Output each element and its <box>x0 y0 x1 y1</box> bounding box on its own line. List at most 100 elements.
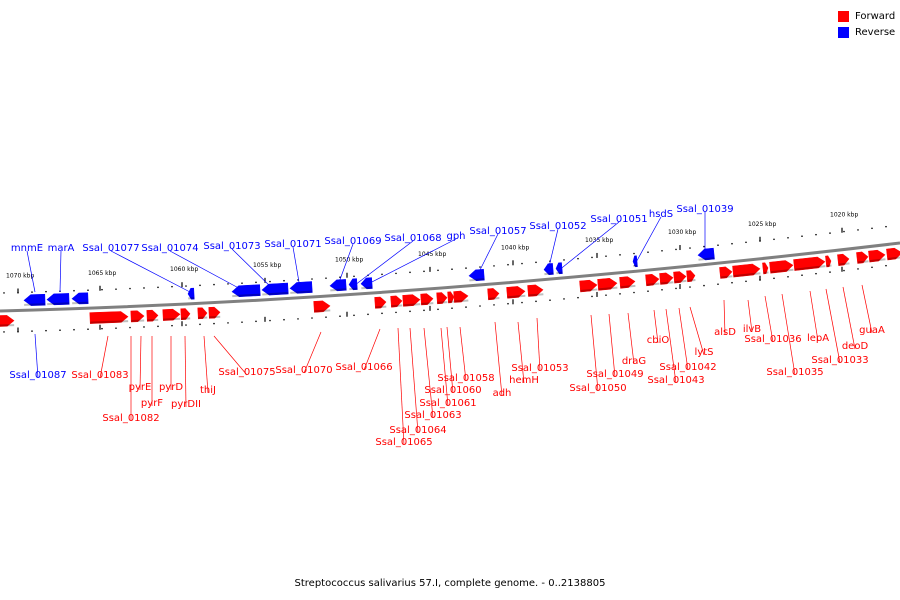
forward-gene-label: draG <box>622 356 646 367</box>
leader-line <box>365 238 457 286</box>
leader-line <box>517 321 525 384</box>
reverse-gene-label: hsdS <box>649 209 673 220</box>
gene-label-lines <box>26 212 873 446</box>
gene-labels: mnmE marA Ssal_01077 Ssal_01074 Ssal_01073 Ss… <box>9 204 885 448</box>
leader-line <box>303 331 322 374</box>
leader-line <box>59 250 62 293</box>
minor-dot-upper <box>409 271 411 274</box>
minor-dot-upper <box>563 259 565 261</box>
tick-label: 1060 kbp <box>170 266 198 273</box>
minor-dot-upper <box>787 236 789 239</box>
minor-dot-upper <box>171 285 173 288</box>
forward-gene-arrow <box>447 291 455 304</box>
minor-dot-lower <box>269 319 271 322</box>
forward-gene-arrow <box>769 260 794 274</box>
reverse-gene-label: Ssal_01073 <box>203 241 260 252</box>
forward-gene-arrow <box>313 300 331 313</box>
minor-dot-lower <box>773 277 775 280</box>
reverse-gene-label: Ssal_01087 <box>9 370 66 381</box>
leader-line <box>363 328 381 371</box>
tick-label: 1040 kbp <box>501 244 529 251</box>
forward-gene-label: thiJ <box>200 385 216 396</box>
minor-dot-lower <box>465 306 467 308</box>
leader-line <box>337 243 354 286</box>
leader-line <box>26 250 36 293</box>
forward-gene-arrow <box>732 263 761 278</box>
minor-dot-lower <box>605 294 607 296</box>
tick-label: 1030 kbp <box>668 229 696 236</box>
minor-dot-upper <box>3 292 5 294</box>
genome-backbone <box>0 241 900 313</box>
tick-label: 1055 kbp <box>253 262 281 269</box>
tick-label: 1035 kbp <box>585 237 613 244</box>
minor-dot-upper <box>269 280 271 283</box>
minor-dot-upper <box>661 249 663 252</box>
minor-dot-lower <box>73 328 75 331</box>
leader-line <box>213 335 248 376</box>
minor-dot-upper <box>773 238 775 241</box>
leader-line <box>723 299 726 336</box>
reverse-gene-arrow <box>555 262 563 275</box>
forward-gene-arrow <box>868 249 886 263</box>
leader-line <box>423 327 434 419</box>
leader-line <box>139 335 142 391</box>
forward-gene-arrow <box>619 276 636 289</box>
leader-line <box>203 335 209 394</box>
leader-line <box>292 246 301 289</box>
minor-dot-upper <box>143 287 145 289</box>
minor-dot-upper <box>493 265 495 267</box>
leader-line <box>494 321 503 397</box>
minor-dot-lower <box>563 298 565 300</box>
leader-line <box>536 317 541 372</box>
minor-dot-upper <box>73 289 75 292</box>
minor-dot-upper <box>199 284 201 287</box>
leader-line <box>653 309 659 344</box>
forward-gene-arrow <box>597 278 618 291</box>
forward-gene-label: pyrD <box>159 382 183 393</box>
leader-line <box>627 312 635 365</box>
reverse-gene-arrow <box>23 293 46 306</box>
legend-reverse-label: Reverse <box>855 26 896 38</box>
leader-line <box>764 295 774 343</box>
forward-gene-arrow <box>436 292 448 305</box>
minor-dot-upper <box>647 251 649 253</box>
minor-dot-upper <box>465 267 467 269</box>
minor-dot-lower <box>675 287 677 290</box>
minor-dot-lower <box>577 296 579 299</box>
minor-dot-upper <box>829 232 831 234</box>
leader-line <box>608 313 616 378</box>
forward-gene-label: Ssal_01058 <box>437 373 494 384</box>
minor-dot-lower <box>3 331 5 333</box>
minor-dot-upper <box>87 289 89 292</box>
minor-dot-upper <box>633 252 635 255</box>
legend-reverse: Reverse <box>838 24 895 40</box>
minor-dot-lower <box>647 290 649 292</box>
minor-dot-upper <box>325 277 327 279</box>
forward-gene-arrow <box>579 279 598 293</box>
leader-line <box>184 335 187 408</box>
forward-gene-label: Ssal_01049 <box>586 369 643 380</box>
genome-caption: Streptococcus salivarius 57.I, complete … <box>294 578 606 589</box>
minor-dot-upper <box>255 281 257 284</box>
reverse-gene-arrow <box>543 263 554 276</box>
reverse-swatch <box>838 26 849 38</box>
leader-line <box>459 326 467 382</box>
minor-dot-lower <box>521 301 523 304</box>
forward-gene-arrow <box>645 273 660 287</box>
minor-dot-lower <box>227 322 229 324</box>
minor-dot-lower <box>801 274 803 277</box>
forward-gene-label: hemH <box>509 375 539 386</box>
forward-gene-label: Ssal_01075 <box>218 367 275 378</box>
forward-gene-arrow <box>180 308 191 321</box>
minor-dot-lower <box>325 316 327 318</box>
reverse-gene-arrow <box>261 282 289 296</box>
forward-gene-label: Ssal_01036 <box>744 334 801 345</box>
gene-arrows <box>0 247 900 327</box>
forward-gene-label: Ssal_01066 <box>335 362 392 373</box>
minor-dot-upper <box>45 290 47 293</box>
minor-dot-lower <box>619 293 621 295</box>
minor-dot-upper <box>745 241 747 244</box>
forward-gene-label: Ssal_01082 <box>102 413 159 424</box>
leader-line <box>110 250 191 293</box>
forward-gene-label: ilvB <box>743 324 761 335</box>
